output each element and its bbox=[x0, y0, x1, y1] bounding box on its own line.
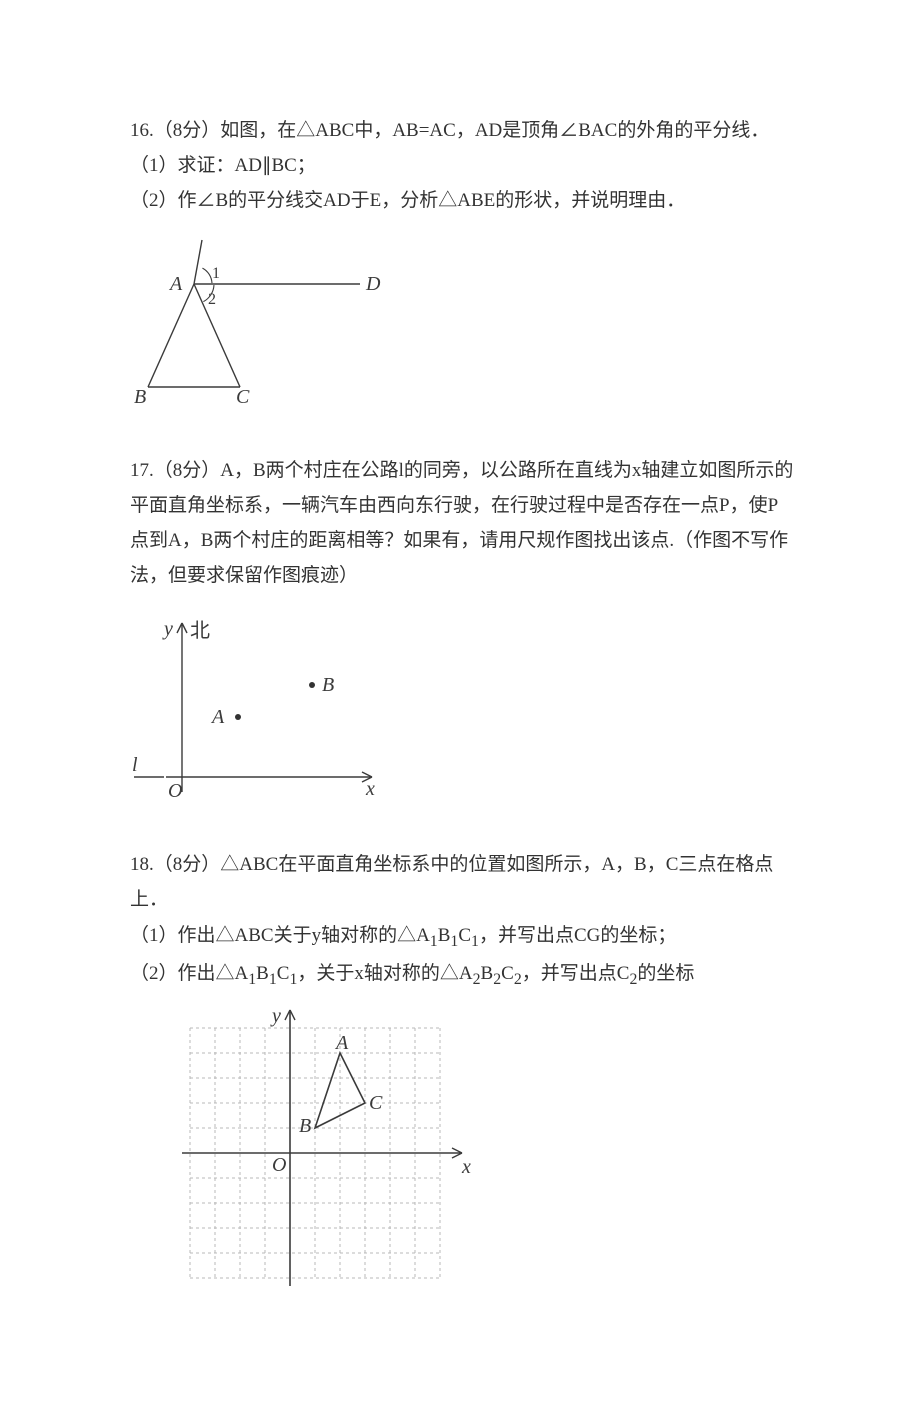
svg-text:A: A bbox=[334, 1032, 349, 1054]
svg-text:A: A bbox=[210, 706, 225, 728]
q18-p2d: ，关于x轴对称的△A bbox=[297, 963, 472, 984]
q18-p2g: ，并写出点C bbox=[522, 963, 630, 984]
q18-p2f: C bbox=[501, 963, 514, 984]
q18-p1b: B bbox=[438, 925, 451, 946]
q18-part1: （1）作出△ABC关于y轴对称的△A1B1C1，并写出点CG的坐标； bbox=[130, 918, 795, 956]
q18-p1-sub3: 1 bbox=[471, 932, 479, 949]
svg-text:x: x bbox=[461, 1156, 471, 1178]
q18-p2-sub1: 1 bbox=[248, 970, 256, 987]
q18-p2-sub5: 2 bbox=[493, 970, 501, 987]
q18-p2a: （2）作出△A bbox=[130, 963, 248, 984]
q18-p2-sub4: 2 bbox=[473, 970, 481, 987]
q18-p2e: B bbox=[481, 963, 494, 984]
svg-text:B: B bbox=[322, 674, 334, 696]
q18-p1c: C bbox=[458, 925, 471, 946]
svg-text:1: 1 bbox=[212, 265, 220, 282]
q18-p1d: ，并写出点CG的坐标； bbox=[479, 925, 676, 946]
exam-page: 16.（8分）如图，在△ABC中，AB=AC，AD是顶角∠BAC的外角的平分线．… bbox=[0, 0, 920, 1408]
q18-stem: 18.（8分）△ABC在平面直角坐标系中的位置如图所示，A，B，C三点在格点上． bbox=[130, 847, 795, 917]
q16-figure: A B C D 1 2 bbox=[130, 232, 795, 424]
svg-text:B: B bbox=[299, 1115, 311, 1137]
svg-text:l: l bbox=[132, 754, 138, 776]
svg-text:y: y bbox=[162, 618, 173, 640]
svg-text:D: D bbox=[365, 273, 381, 295]
q18-p2h: 的坐标 bbox=[637, 963, 694, 984]
q18-p2c: C bbox=[277, 963, 290, 984]
svg-text:A: A bbox=[168, 273, 183, 295]
svg-text:C: C bbox=[236, 386, 250, 408]
q18-p1a: （1）作出△ABC关于y轴对称的△A bbox=[130, 925, 430, 946]
q17-figure: Ox y北 A Bl bbox=[130, 607, 795, 819]
svg-text:O: O bbox=[272, 1154, 286, 1176]
q18-p2-sub6: 2 bbox=[514, 970, 522, 987]
q16-svg: A B C D 1 2 bbox=[130, 232, 390, 412]
q18-svg: Ox y A B C bbox=[150, 1008, 490, 1308]
question-18: 18.（8分）△ABC在平面直角坐标系中的位置如图所示，A，B，C三点在格点上．… bbox=[130, 847, 795, 1320]
svg-text:x: x bbox=[365, 778, 375, 800]
svg-text:B: B bbox=[134, 386, 146, 408]
q16-part2: （2）作∠B的平分线交AD于E，分析△ABE的形状，并说明理由． bbox=[130, 183, 795, 218]
svg-text:O: O bbox=[168, 780, 182, 802]
q18-p2-sub2: 1 bbox=[269, 970, 277, 987]
svg-text:2: 2 bbox=[208, 291, 216, 308]
svg-text:北: 北 bbox=[190, 619, 210, 642]
q18-p2b: B bbox=[256, 963, 269, 984]
q18-part2: （2）作出△A1B1C1，关于x轴对称的△A2B2C2，并写出点C2的坐标 bbox=[130, 956, 795, 994]
svg-text:y: y bbox=[270, 1008, 281, 1027]
q17-svg: Ox y北 A Bl bbox=[130, 607, 390, 807]
q18-figure: Ox y A B C bbox=[150, 1008, 795, 1320]
q16-part1: （1）求证：AD∥BC； bbox=[130, 148, 795, 183]
q16-stem: 16.（8分）如图，在△ABC中，AB=AC，AD是顶角∠BAC的外角的平分线． bbox=[130, 113, 795, 148]
question-16: 16.（8分）如图，在△ABC中，AB=AC，AD是顶角∠BAC的外角的平分线．… bbox=[130, 113, 795, 425]
question-17: 17.（8分）A，B两个村庄在公路l的同旁，以公路所在直线为x轴建立如图所示的平… bbox=[130, 453, 795, 820]
q17-stem: 17.（8分）A，B两个村庄在公路l的同旁，以公路所在直线为x轴建立如图所示的平… bbox=[130, 453, 795, 594]
q18-p1-sub1: 1 bbox=[430, 932, 438, 949]
svg-text:C: C bbox=[369, 1092, 383, 1114]
